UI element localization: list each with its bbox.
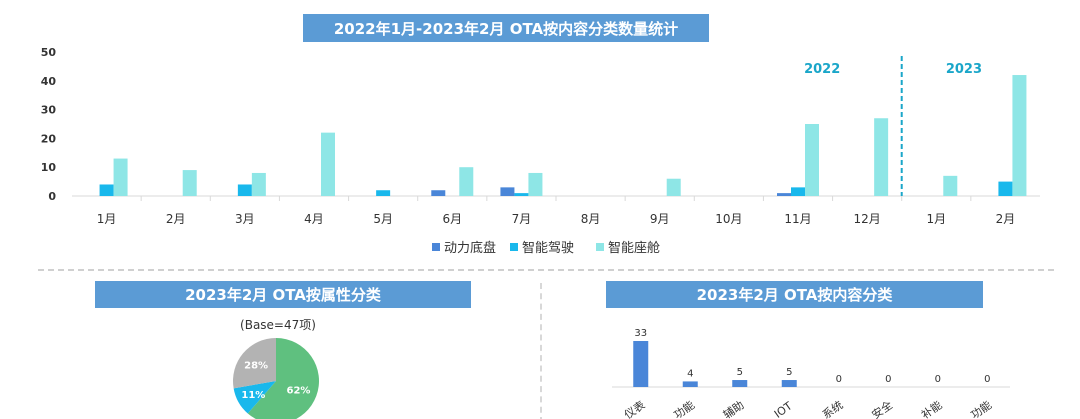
bar	[874, 118, 889, 196]
year-label: 2023	[946, 62, 982, 77]
bar	[376, 190, 391, 196]
bar	[682, 381, 698, 387]
data-label: 5	[786, 367, 792, 378]
x-tick-label: 1月	[97, 212, 117, 226]
x-tick-label: 3月	[235, 212, 255, 226]
bar	[805, 124, 819, 196]
x-tick-label: 4月	[304, 212, 324, 226]
bar	[500, 187, 515, 196]
bar	[182, 170, 197, 196]
legend-swatch	[596, 243, 604, 251]
legend-label: 智能座舱	[608, 241, 660, 256]
base-note: (Base=47项)	[240, 318, 316, 332]
bar	[732, 380, 748, 387]
x-tick-label: 7月	[512, 212, 532, 226]
bar	[777, 193, 791, 196]
y-tick-label: 40	[41, 75, 57, 88]
pie-label: 28%	[244, 360, 268, 371]
x-tick-label: 1月	[926, 212, 946, 226]
section-divider	[38, 269, 1054, 271]
x-tick-label: 12月	[854, 212, 881, 226]
data-label: 0	[984, 374, 990, 385]
x-tick-label: 6月	[442, 212, 462, 226]
main-chart-title: 2022年1月-2023年2月 OTA按内容分类数量统计	[303, 14, 709, 42]
legend-label: 智能驾驶	[522, 241, 574, 256]
bar	[943, 175, 958, 196]
data-label: 33	[634, 328, 647, 339]
bar	[666, 178, 681, 196]
x-tick-label: 8月	[581, 212, 601, 226]
legend-swatch	[510, 243, 518, 251]
bar	[633, 341, 649, 387]
category-label: 仪表	[621, 398, 647, 419]
x-tick-label: 11月	[784, 212, 811, 226]
y-tick-label: 30	[41, 104, 57, 117]
y-tick-label: 20	[41, 132, 57, 145]
bar	[781, 380, 797, 387]
category-label: IOT	[772, 399, 795, 419]
data-label: 4	[687, 368, 693, 379]
bar	[1012, 75, 1027, 196]
bar	[459, 167, 474, 196]
column-divider	[540, 283, 542, 419]
data-label: 0	[885, 374, 891, 385]
category-label: 辅助	[720, 398, 746, 419]
data-label: 0	[935, 374, 941, 385]
data-label: 5	[737, 367, 743, 378]
bar	[237, 184, 252, 196]
bar	[514, 193, 529, 196]
bar	[99, 184, 114, 196]
bar	[431, 190, 446, 196]
pie-label: 11%	[241, 390, 265, 401]
bar	[998, 181, 1013, 196]
year-label: 2022	[804, 62, 840, 77]
pie-label: 62%	[287, 385, 311, 396]
category-label: 系统	[820, 398, 845, 419]
category-label: 功能	[968, 398, 994, 419]
bar	[791, 187, 805, 196]
attribute-chart-title: 2023年2月 OTA按属性分类	[95, 281, 471, 308]
bar	[321, 132, 335, 196]
y-tick-label: 10	[41, 161, 57, 174]
x-tick-label: 2月	[996, 212, 1016, 226]
bar	[113, 158, 128, 196]
y-tick-label: 0	[48, 190, 56, 203]
content-chart-title: 2023年2月 OTA按内容分类	[606, 281, 983, 308]
y-tick-label: 50	[41, 46, 57, 59]
pie-slice	[233, 381, 276, 414]
pie-slice	[247, 338, 319, 419]
x-tick-label: 9月	[650, 212, 670, 226]
pie-slice	[233, 338, 276, 389]
x-tick-label: 2月	[166, 212, 186, 226]
legend-label: 动力底盘	[444, 240, 496, 256]
bar	[528, 172, 543, 196]
x-tick-label: 10月	[715, 212, 742, 226]
category-label: 安全	[869, 398, 895, 419]
legend-swatch	[432, 243, 440, 251]
data-label: 0	[836, 374, 842, 385]
category-label: 补能	[918, 398, 944, 419]
x-tick-label: 5月	[373, 212, 393, 226]
category-label: 功能	[671, 398, 697, 419]
bar	[251, 172, 266, 196]
